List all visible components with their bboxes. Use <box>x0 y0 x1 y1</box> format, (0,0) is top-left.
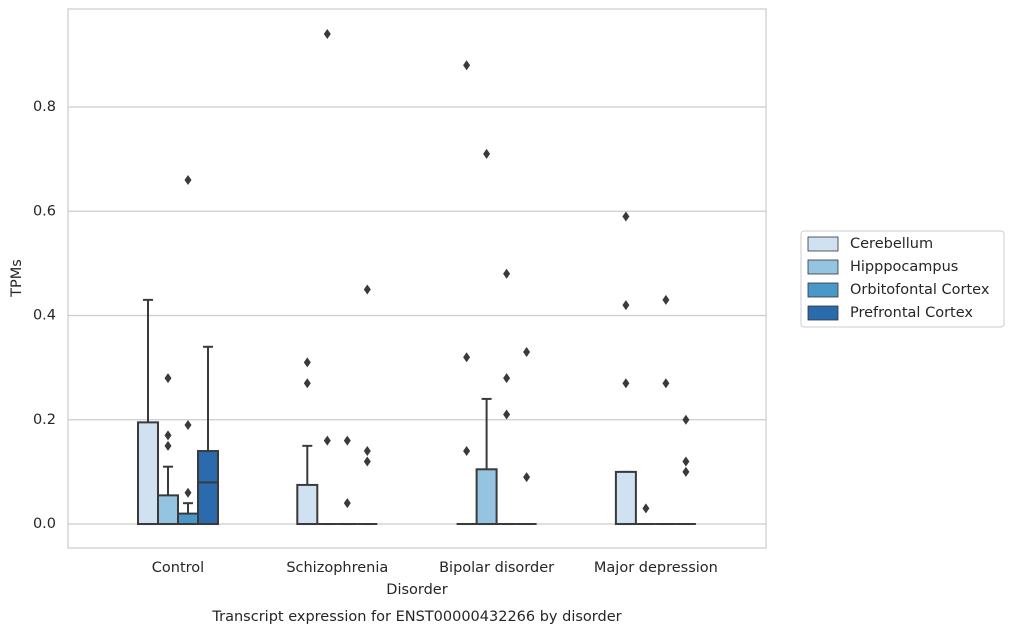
x-tick-label: Schizophrenia <box>286 560 388 576</box>
outlier <box>503 373 511 384</box>
box <box>475 468 498 526</box>
outlier <box>483 148 491 159</box>
legend-label: Orbitofontal Cortex <box>850 282 990 298</box>
outlier <box>184 419 192 430</box>
outlier <box>463 446 471 457</box>
outlier <box>523 472 531 483</box>
box <box>296 483 319 526</box>
outlier <box>642 503 650 514</box>
box <box>177 512 199 526</box>
legend-swatch <box>807 282 839 298</box>
outlier <box>164 430 172 441</box>
outlier <box>503 268 511 279</box>
x-tick-label: Control <box>152 560 204 576</box>
x-tick-label: Bipolar disorder <box>439 560 554 576</box>
chart-title: Transcript expression for ENST0000043226… <box>211 609 621 625</box>
x-axis-label: Disorder <box>386 582 447 598</box>
legend-box <box>800 230 1005 328</box>
y-tick-label: 0.0 <box>33 516 56 532</box>
legend-label: Cerebellum <box>850 236 933 252</box>
outlier <box>184 174 192 185</box>
y-tick-label: 0.2 <box>33 412 56 428</box>
legend-label: Hipppocampus <box>850 259 958 275</box>
plot-frame <box>67 8 767 549</box>
legend-swatch <box>807 305 839 321</box>
outlier <box>303 378 311 389</box>
y-tick-label: 0.4 <box>33 308 56 324</box>
outlier <box>622 300 630 311</box>
outlier <box>523 347 531 357</box>
outlier <box>303 357 311 368</box>
box <box>614 470 637 526</box>
outlier <box>184 487 192 498</box>
outlier <box>662 378 670 389</box>
outlier <box>503 409 511 420</box>
outlier <box>463 60 471 71</box>
y-tick-label: 0.8 <box>33 99 56 115</box>
outlier <box>323 435 331 446</box>
outlier <box>622 211 630 222</box>
box <box>157 494 179 526</box>
outlier <box>363 284 371 295</box>
box <box>197 450 219 526</box>
outlier <box>343 435 351 446</box>
legend-swatch <box>807 259 839 275</box>
legend-swatch <box>807 236 839 252</box>
outlier <box>164 440 172 451</box>
y-axis-label: TPMs <box>9 259 25 298</box>
outlier <box>463 352 471 363</box>
outlier <box>662 294 670 305</box>
outlier <box>682 456 690 467</box>
outlier <box>682 414 690 425</box>
outlier <box>363 456 371 467</box>
outlier <box>622 378 630 389</box>
x-tick-label: Major depression <box>594 560 718 576</box>
legend-label: Prefrontal Cortex <box>850 305 973 321</box>
outlier <box>323 29 331 40</box>
box <box>137 421 159 526</box>
y-tick-label: 0.6 <box>33 203 56 219</box>
outlier <box>343 498 351 509</box>
outlier <box>682 466 690 477</box>
outlier <box>363 446 371 457</box>
outlier <box>164 373 172 384</box>
